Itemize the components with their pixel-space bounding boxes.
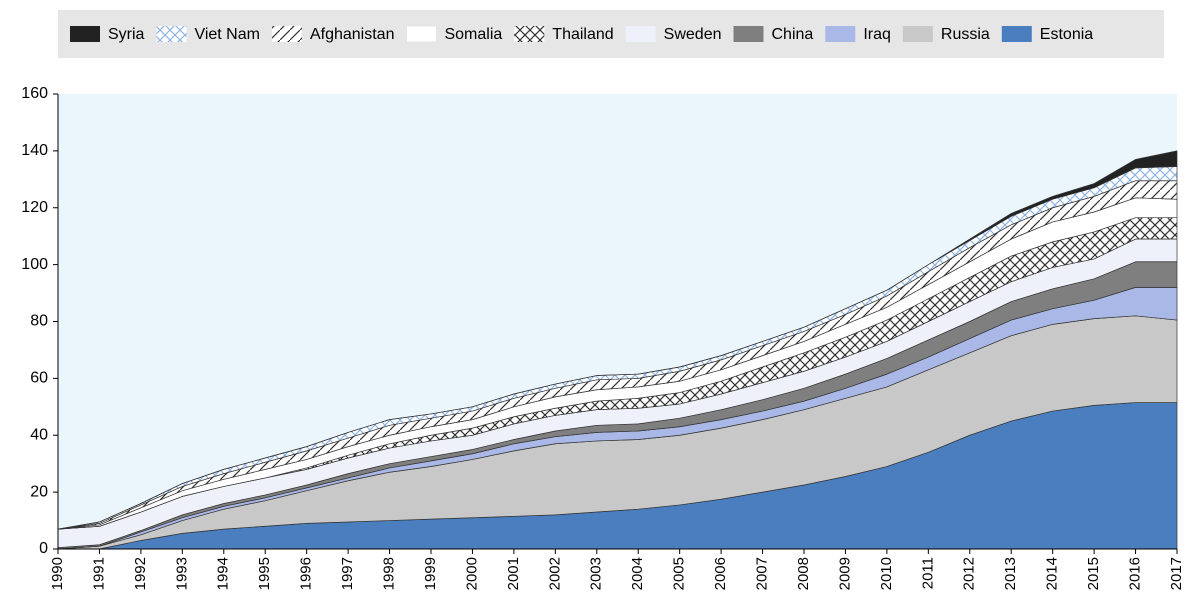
x-tick-label: 1991 bbox=[90, 557, 107, 590]
x-tick-label: 2016 bbox=[1127, 557, 1144, 590]
area bbox=[57, 150, 1178, 530]
legend-label: Thailand bbox=[552, 26, 613, 43]
x-tick-label: 1993 bbox=[173, 557, 190, 590]
x-tick-label: 2017 bbox=[1168, 557, 1185, 590]
y-tick-label: 40 bbox=[30, 426, 48, 443]
legend-swatch bbox=[156, 26, 187, 42]
legend-swatch bbox=[625, 26, 656, 42]
legend-swatch bbox=[405, 25, 437, 43]
legend-swatch bbox=[825, 26, 856, 42]
x-tick-label: 2008 bbox=[795, 557, 812, 590]
x-tick-label: 1995 bbox=[256, 557, 273, 590]
x-tick-label: 2010 bbox=[878, 557, 895, 590]
x-tick-label: 2001 bbox=[505, 557, 522, 590]
y-tick-label: 100 bbox=[21, 256, 48, 273]
y-tick-label: 0 bbox=[39, 540, 48, 557]
legend-label: Syria bbox=[108, 26, 145, 43]
legend-swatch bbox=[271, 26, 302, 42]
x-tick-label: 1990 bbox=[49, 557, 66, 590]
legend-label: Russia bbox=[941, 26, 990, 43]
y-tick-label: 80 bbox=[30, 313, 48, 330]
x-tick-label: 2002 bbox=[546, 557, 563, 590]
x-tick-label: 2004 bbox=[629, 557, 646, 590]
x-tick-label: 2007 bbox=[754, 557, 771, 590]
y-tick-label: 120 bbox=[21, 199, 48, 216]
legend-label: Estonia bbox=[1040, 26, 1093, 43]
legend-label: China bbox=[772, 26, 814, 43]
x-tick-label: 2014 bbox=[1044, 557, 1061, 590]
legend-label: Viet Nam bbox=[194, 26, 260, 43]
legend-label: Iraq bbox=[863, 26, 891, 43]
y-tick-label: 20 bbox=[30, 483, 48, 500]
x-tick-label: 2013 bbox=[1002, 557, 1019, 590]
x-tick-label: 2015 bbox=[1085, 557, 1102, 590]
x-tick-label: 2006 bbox=[712, 557, 729, 590]
x-tick-label: 2000 bbox=[463, 557, 480, 590]
x-tick-label: 1994 bbox=[215, 557, 232, 590]
x-tick-label: 2003 bbox=[588, 557, 605, 590]
y-tick-label: 60 bbox=[30, 370, 48, 387]
x-tick-label: 1992 bbox=[132, 557, 149, 590]
x-tick-label: 1997 bbox=[339, 557, 356, 590]
legend-swatch bbox=[514, 26, 545, 42]
x-tick-label: 2005 bbox=[671, 557, 688, 590]
legend-swatch bbox=[902, 26, 933, 42]
x-tick-label: 2009 bbox=[836, 557, 853, 590]
x-tick-label: 1999 bbox=[422, 557, 439, 590]
legend-swatch bbox=[733, 26, 764, 42]
x-tick-label: 1998 bbox=[381, 557, 398, 590]
x-tick-label: 1996 bbox=[298, 557, 315, 590]
y-tick-label: 160 bbox=[21, 85, 48, 102]
x-tick-label: 2012 bbox=[961, 557, 978, 590]
legend-swatch bbox=[70, 26, 100, 42]
legend-label: Somalia bbox=[444, 26, 502, 43]
legend-label: Sweden bbox=[664, 26, 722, 43]
legend-label: Afghanistan bbox=[310, 26, 395, 43]
legend-background bbox=[58, 10, 1164, 58]
x-tick-label: 2011 bbox=[919, 557, 936, 589]
legend-swatch bbox=[1001, 26, 1032, 42]
y-tick-label: 140 bbox=[21, 142, 48, 159]
